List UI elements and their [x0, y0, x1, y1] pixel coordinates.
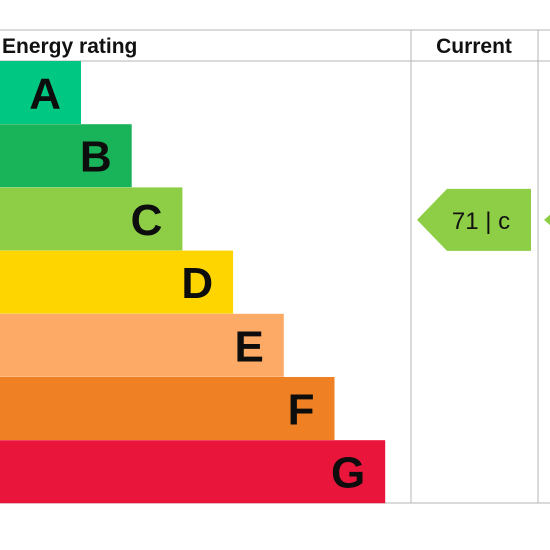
band-bar-a [0, 61, 81, 124]
band-label-f: F [288, 386, 315, 435]
band-bar-d [0, 250, 234, 314]
band-bar-c [0, 187, 183, 251]
energy-rating-header: Energy rating [2, 35, 137, 58]
potential-rating-arrow [544, 214, 550, 226]
current-column-header: Current [436, 35, 512, 58]
band-label-a: A [29, 70, 61, 119]
band-label-d: D [181, 259, 213, 308]
current-rating-value: 71 | c [452, 208, 510, 235]
band-label-c: C [131, 196, 163, 245]
band-bar-f [0, 377, 335, 440]
band-bar-b [0, 124, 132, 188]
band-label-b: B [80, 133, 112, 182]
band-label-g: G [331, 449, 365, 498]
current-rating-arrow [417, 188, 531, 251]
band-bar-e [0, 313, 284, 377]
current-rating-indicator: 71 | c [417, 188, 550, 251]
band-bar-g [0, 440, 386, 504]
band-label-e: E [234, 322, 263, 371]
